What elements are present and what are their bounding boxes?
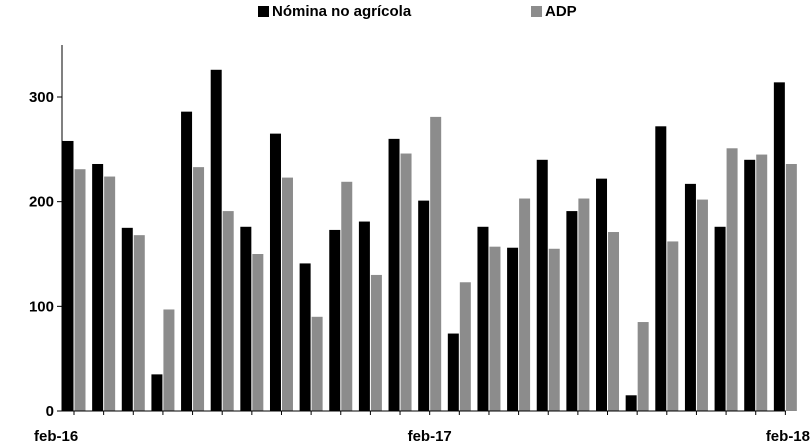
bar-nomina-jul-17: [566, 211, 577, 411]
bar-adp-nov-17: [697, 200, 708, 411]
bar-adp-jun-17: [549, 249, 560, 411]
bar-nomina-jul-16: [211, 70, 222, 411]
x-tick-label-feb-18: feb-18: [766, 428, 810, 445]
bar-adp-feb-17: [430, 117, 441, 411]
bar-nomina-mar-17: [448, 334, 459, 411]
bar-nomina-oct-16: [300, 263, 311, 411]
bar-nomina-nov-17: [685, 184, 696, 411]
bar-adp-may-16: [163, 309, 174, 411]
bar-adp-oct-17: [667, 241, 678, 411]
bar-nomina-nov-16: [329, 230, 340, 411]
bar-adp-mar-17: [460, 282, 471, 411]
bar-adp-sep-16: [282, 178, 293, 411]
y-tick-label-0: 0: [46, 403, 54, 420]
bar-adp-abr-16: [134, 235, 145, 411]
bar-adp-oct-16: [312, 317, 323, 411]
bar-nomina-ene-18: [744, 160, 755, 411]
bar-adp-jul-16: [223, 211, 234, 411]
bar-adp-sep-17: [638, 322, 649, 411]
bar-adp-ago-16: [252, 254, 263, 411]
bar-nomina-sep-16: [270, 134, 281, 411]
bar-nomina-jun-17: [537, 160, 548, 411]
bar-adp-dic-16: [371, 275, 382, 411]
bar-nomina-ago-17: [596, 179, 607, 411]
bar-adp-ene-17: [401, 154, 412, 411]
bar-adp-ene-18: [756, 155, 767, 411]
bar-nomina-sep-17: [626, 395, 637, 411]
x-tick-label-feb-16: feb-16: [34, 428, 78, 445]
bar-nomina-ene-17: [389, 139, 400, 411]
bar-adp-nov-16: [341, 182, 352, 411]
bar-nomina-feb-17: [418, 201, 429, 411]
bar-adp-ago-17: [608, 232, 619, 411]
bar-nomina-ago-16: [240, 227, 251, 411]
x-tick-label-feb-17: feb-17: [408, 428, 452, 445]
bar-nomina-abr-16: [122, 228, 133, 411]
bar-adp-feb-18: [786, 164, 797, 411]
bar-adp-jun-16: [193, 167, 204, 411]
bar-nomina-mar-16: [92, 164, 103, 411]
bar-nomina-jun-16: [181, 112, 192, 411]
bar-adp-dic-17: [727, 148, 738, 411]
bar-adp-jul-17: [578, 199, 589, 411]
bar-nomina-oct-17: [655, 126, 666, 411]
bar-nomina-feb-16: [63, 141, 74, 411]
y-tick-label-300: 300: [29, 89, 54, 106]
bar-nomina-feb-18: [774, 82, 785, 411]
y-tick-label-200: 200: [29, 194, 54, 211]
bar-adp-abr-17: [489, 247, 500, 411]
bar-adp-mar-16: [104, 177, 115, 411]
bar-adp-may-17: [519, 199, 530, 411]
bar-nomina-dic-17: [715, 227, 726, 411]
bar-adp-feb-16: [75, 169, 86, 411]
y-tick-label-100: 100: [29, 298, 54, 315]
bar-nomina-may-16: [151, 374, 162, 411]
bar-nomina-abr-17: [477, 227, 488, 411]
bar-nomina-dic-16: [359, 222, 370, 411]
bar-nomina-may-17: [507, 248, 518, 411]
